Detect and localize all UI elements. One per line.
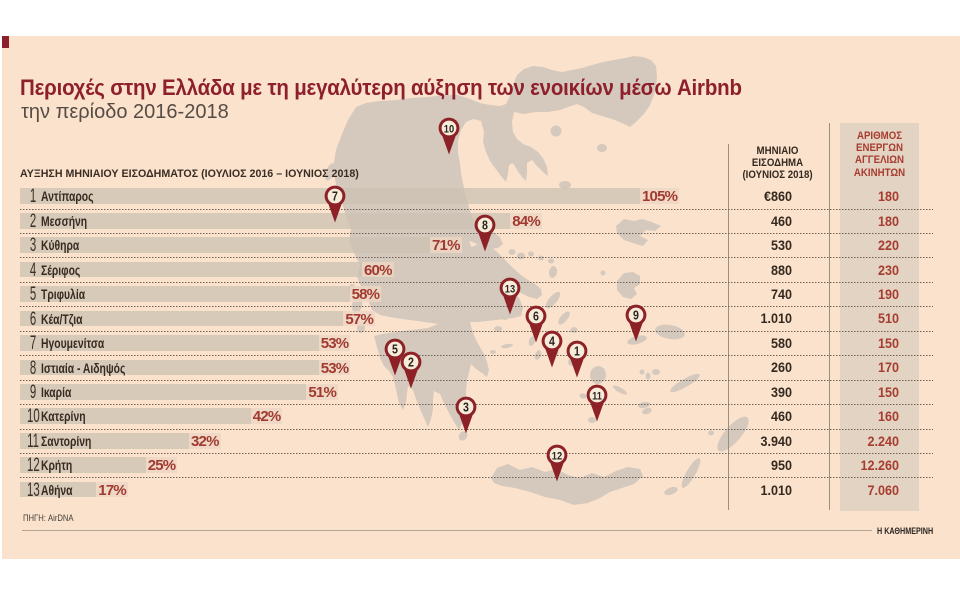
svg-text:13: 13 — [505, 284, 516, 296]
svg-text:3: 3 — [463, 401, 469, 415]
svg-text:9: 9 — [633, 309, 639, 323]
svg-text:4: 4 — [549, 335, 555, 349]
svg-text:12: 12 — [552, 451, 563, 463]
svg-text:8: 8 — [482, 219, 488, 233]
svg-text:11: 11 — [592, 391, 602, 403]
svg-text:5: 5 — [392, 343, 398, 357]
svg-text:1: 1 — [574, 345, 580, 359]
svg-text:10: 10 — [444, 124, 455, 136]
svg-text:6: 6 — [533, 310, 539, 324]
svg-text:2: 2 — [408, 356, 414, 370]
svg-text:7: 7 — [332, 190, 338, 204]
